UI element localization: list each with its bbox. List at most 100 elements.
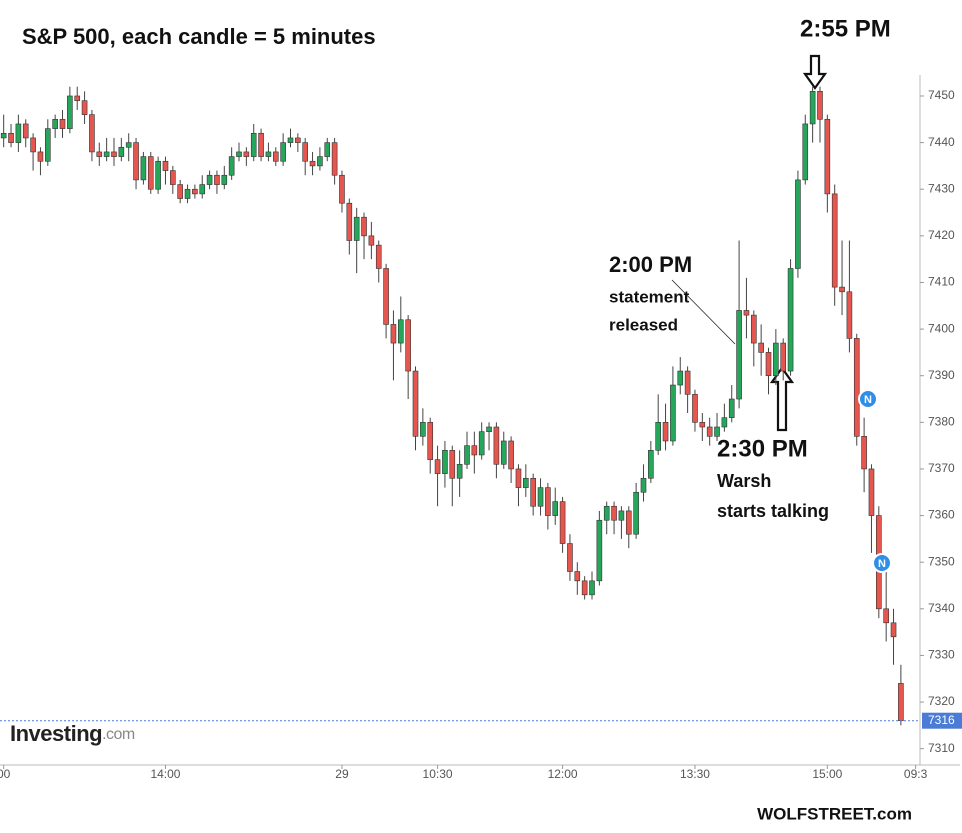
candle-body (103, 151, 110, 157)
candle-body (743, 310, 750, 316)
candle-body (868, 468, 875, 516)
candle-body (464, 445, 470, 465)
candle-body (339, 174, 345, 204)
candle-body (420, 422, 426, 437)
candle-body (361, 216, 367, 237)
candle-body (59, 118, 66, 129)
candle-body (824, 118, 831, 195)
candle-body (574, 571, 581, 582)
candle-body (383, 268, 389, 325)
candle-body (221, 174, 228, 185)
pointer-line (671, 279, 736, 345)
event-marker-label: N (864, 394, 872, 406)
candle-body (155, 160, 161, 190)
candle-body (618, 510, 625, 521)
candle-body (280, 142, 286, 162)
candle-body (427, 422, 434, 460)
candle-body (45, 128, 51, 162)
candle-body (15, 123, 22, 143)
y-tick-label: 7420 (928, 228, 955, 242)
candle-body (552, 501, 559, 516)
candle-body (353, 216, 360, 241)
candle-body (162, 160, 169, 171)
last-price-label: 7316 (928, 713, 955, 727)
annotation: statement (609, 287, 690, 306)
event-marker-label: N (878, 558, 886, 570)
candle-body (655, 422, 661, 451)
candle-body (648, 450, 654, 479)
x-tick-label: 15:00 (812, 767, 842, 781)
candle-body (147, 156, 154, 190)
candle-body (368, 235, 375, 246)
candle-body (861, 436, 867, 470)
candle-body (140, 156, 147, 181)
y-tick-label: 7390 (928, 368, 955, 382)
candle-body (795, 179, 801, 269)
y-tick-label: 7410 (928, 275, 955, 289)
candle-body (699, 422, 706, 428)
candle-body (206, 174, 213, 185)
candle-body (74, 95, 81, 101)
candle-body (780, 342, 787, 372)
x-tick-label: 12:00 (548, 767, 578, 781)
y-tick-label: 7330 (928, 648, 955, 662)
y-tick-label: 7340 (928, 601, 955, 615)
candle-body (228, 156, 235, 176)
candle-body (802, 123, 809, 181)
candle-body (192, 188, 198, 195)
candle-body (449, 450, 456, 479)
arrow-down (802, 54, 828, 90)
x-tick-label: 13:30 (680, 767, 710, 781)
candle-body (714, 426, 720, 437)
candle-body (118, 146, 125, 157)
candle-body (758, 342, 764, 353)
candle-body (133, 142, 139, 181)
y-tick-label: 7350 (928, 554, 955, 568)
candle-body (30, 137, 36, 153)
candle-body (611, 505, 617, 521)
x-tick-label: 09:3 (904, 767, 928, 781)
annotation: 2:55 PM (800, 15, 891, 42)
candle-body (405, 319, 411, 372)
candle-body (846, 291, 853, 339)
candle-body (199, 184, 206, 195)
candle-body (0, 132, 7, 139)
candle-body (471, 445, 478, 456)
x-tick-label: 14:00 (150, 767, 180, 781)
candle-body (839, 286, 845, 293)
candle-body (295, 137, 301, 143)
candle-body (96, 151, 103, 157)
candle-body (258, 132, 264, 157)
candle-body (670, 384, 676, 442)
candle-body (640, 477, 647, 493)
candle-body (250, 132, 257, 157)
candle-body (581, 580, 588, 596)
chart-title: S&P 500, each candle = 5 minutes (22, 24, 376, 49)
annotation: 2:30 PM (717, 435, 808, 462)
candle-body (89, 114, 95, 153)
annotation: Warsh (717, 471, 771, 491)
candle-body (346, 202, 353, 241)
candle-body (809, 91, 816, 125)
x-tick-label: 00 (0, 767, 11, 781)
y-tick-label: 7320 (928, 694, 955, 708)
x-tick-label: 10:30 (423, 767, 453, 781)
candle-body (603, 505, 610, 521)
candle-body (177, 184, 183, 199)
y-tick-label: 7380 (928, 415, 955, 429)
candle-body (272, 151, 279, 162)
candle-body (37, 151, 44, 162)
source: WOLFSTREET.com (757, 804, 912, 823)
candle-body (302, 142, 308, 162)
candle-body (684, 370, 691, 395)
candle-body (692, 394, 698, 423)
annotation: released (609, 315, 678, 334)
candle-body (662, 422, 669, 442)
candle-body (324, 142, 331, 157)
candle-body (456, 463, 463, 479)
candle-body (486, 426, 492, 432)
candle-body (397, 319, 404, 344)
candle-body (523, 477, 529, 488)
candle-body (390, 324, 397, 344)
candle-body (8, 132, 14, 143)
